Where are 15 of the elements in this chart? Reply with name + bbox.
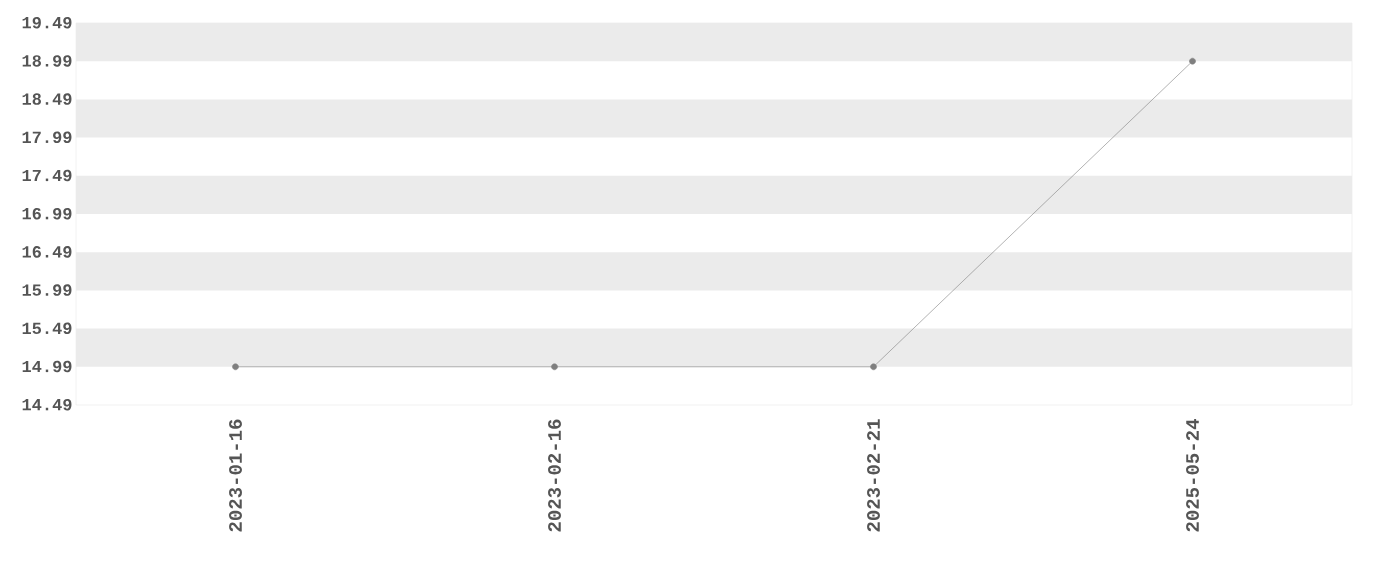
y-tick-label: 19.49 bbox=[22, 16, 72, 29]
y-tick-label: 17.49 bbox=[22, 169, 72, 182]
y-tick-label: 16.99 bbox=[22, 207, 72, 220]
y-tick-label: 17.99 bbox=[22, 131, 72, 144]
x-tick-label: 2023-02-21 bbox=[867, 419, 880, 532]
y-tick-label: 18.99 bbox=[22, 55, 72, 67]
y-tick-label: 16.49 bbox=[22, 246, 72, 258]
x-tick-label: 2023-02-16 bbox=[548, 419, 561, 532]
y-tick-label: 15.49 bbox=[22, 322, 72, 335]
y-tick-label: 18.49 bbox=[22, 93, 72, 105]
x-tick-label: 2023-01-16 bbox=[229, 419, 242, 532]
x-tick-label: 2025-05-24 bbox=[1186, 419, 1199, 532]
y-tick-label: 15.99 bbox=[22, 284, 72, 296]
y-tick-label: 14.99 bbox=[22, 360, 72, 373]
y-tick-label: 14.49 bbox=[22, 398, 72, 411]
